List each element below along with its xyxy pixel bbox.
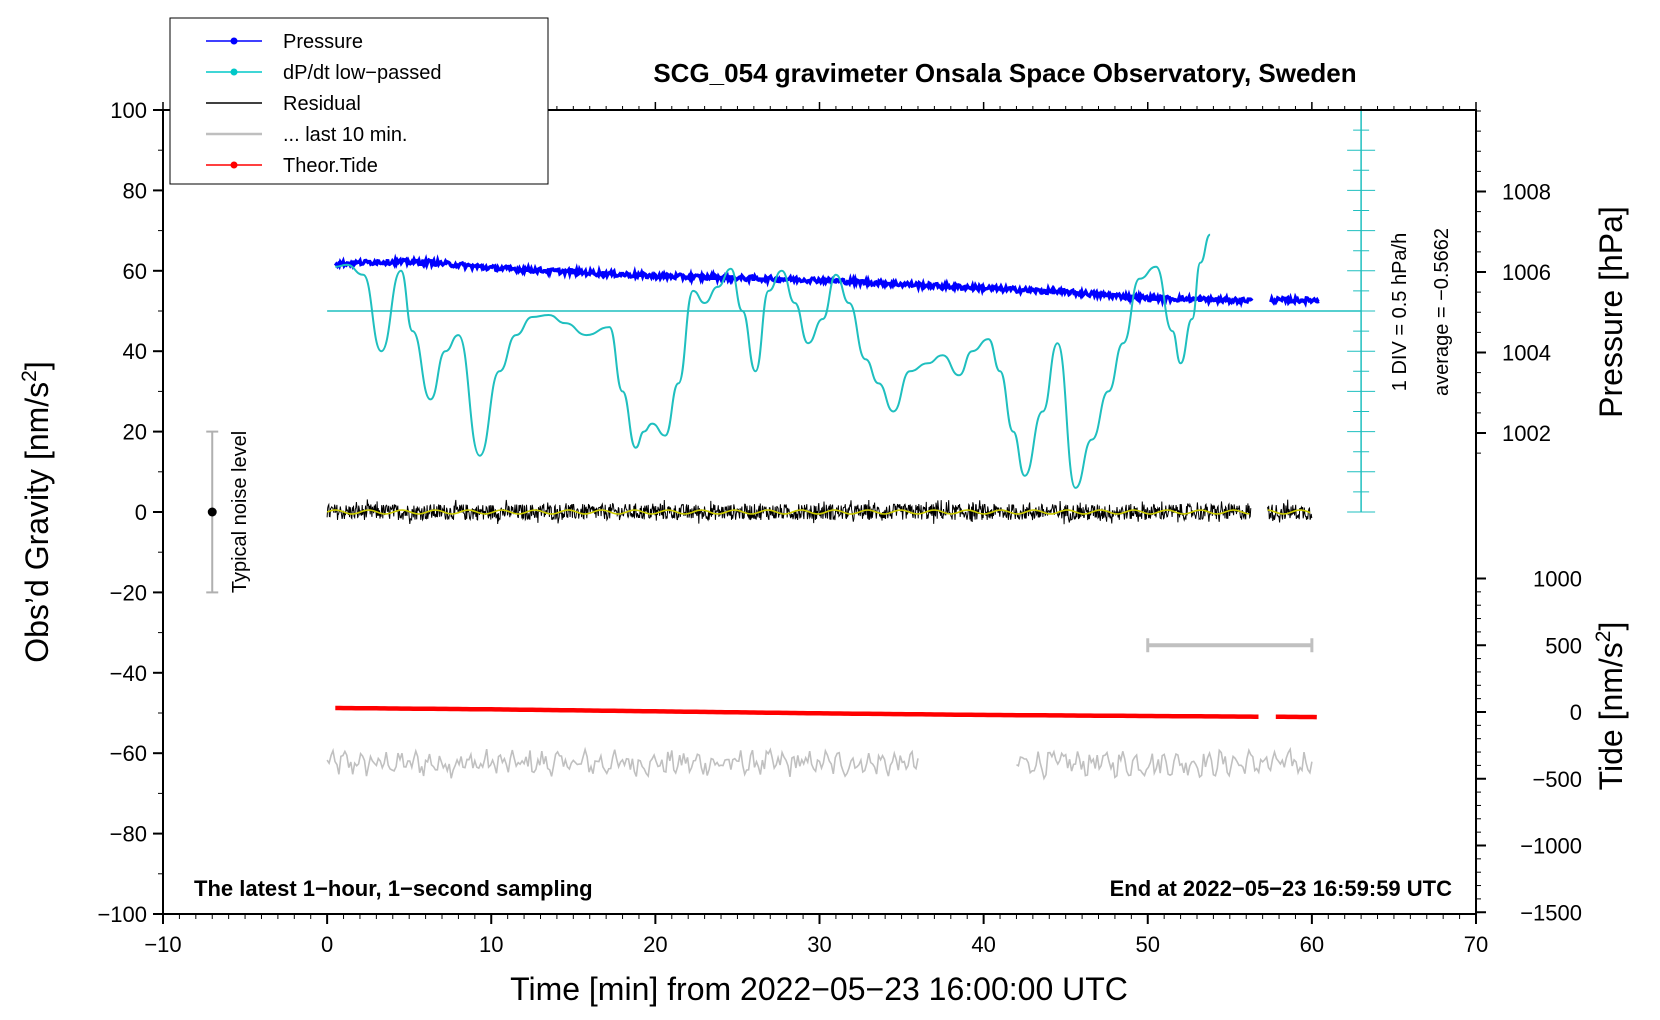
annotation-average: average = −0.5662 (1431, 228, 1453, 396)
y-tick-label: 80 (123, 178, 147, 203)
series-residual (326, 499, 1252, 525)
series-pressure (1269, 292, 1320, 308)
annotation-end-time: End at 2022−05−23 16:59:59 UTC (1110, 876, 1453, 901)
y-tick-label: −60 (110, 741, 147, 766)
y-tick-label: 100 (110, 98, 147, 123)
y-axis-left-title: Obs’d Gravity [nm/s2] (18, 361, 55, 663)
y-tick-label: −20 (110, 580, 147, 605)
legend-label: ... last 10 min. (283, 124, 408, 146)
series-pressure (333, 253, 1254, 309)
x-tick-label: 40 (971, 932, 995, 957)
tide-tick-label: 0 (1570, 700, 1582, 725)
pressure-tick-label: 1008 (1502, 180, 1551, 205)
y-axis-tide-title-sup: 2 (1592, 631, 1615, 643)
y-tick-label: 40 (123, 339, 147, 364)
tide-tick-label: −1500 (1520, 900, 1582, 925)
annotation-sampling: The latest 1−hour, 1−second sampling (194, 876, 593, 901)
y-axis-tide-title-text: Tide [nm/s (1593, 642, 1629, 790)
series-dpdt (335, 233, 1211, 489)
legend-marker (230, 37, 238, 45)
legend-label: Pressure (283, 31, 363, 53)
y-tick-label: 60 (123, 259, 147, 284)
series-last-10-min (326, 746, 919, 779)
pressure-tick-label: 1004 (1502, 341, 1551, 366)
legend-marker (230, 161, 238, 169)
series-residual-smoothed (326, 509, 1250, 515)
y-axis-left: −100 −80 −60 −40 −20 0 20 40 60 80 100 (97, 98, 163, 927)
annotation-div: 1 DIV = 0.5 hPa/h (1389, 233, 1411, 391)
legend-label: Theor.Tide (283, 155, 378, 177)
noise-bar-center (207, 507, 217, 517)
legend-label: Residual (283, 93, 361, 115)
series-last-10-min (1016, 746, 1313, 781)
series-residual-smoothed (1267, 509, 1311, 515)
y-axis-left-title-text: Obs’d Gravity [nm/s (19, 382, 55, 663)
x-tick-label: 60 (1300, 932, 1324, 957)
legend-box (169, 17, 549, 185)
x-axis: −10 0 10 20 30 40 50 60 70 (144, 102, 1488, 957)
y-axis-tide-title-close: ] (1593, 622, 1629, 631)
y-tick-label: −80 (110, 822, 147, 847)
x-tick-label: 20 (643, 932, 667, 957)
y-axis-pressure-title: Pressure [hPa] (1593, 206, 1629, 418)
y-tick-label: −100 (97, 902, 147, 927)
annotation-noise-level: Typical noise level (229, 431, 251, 593)
y-axis-left-title-close: ] (19, 361, 55, 370)
y-tick-label: −40 (110, 661, 147, 686)
y-axis-left-title-sup: 2 (18, 370, 41, 382)
series-theor-tide (335, 705, 1259, 719)
y-axis-pressure: 1002 1004 1006 1008 (1476, 110, 1551, 454)
x-tick-label: −10 (144, 932, 181, 957)
tide-tick-label: −500 (1532, 767, 1582, 792)
y-axis-tide-title: Tide [nm/s2] (1592, 622, 1629, 791)
y-tick-label: 0 (135, 500, 147, 525)
pressure-tick-label: 1006 (1502, 260, 1551, 285)
y-axis-tide: 1000 500 0 −500 −1000 −1500 (1476, 567, 1582, 925)
tide-tick-label: 500 (1545, 633, 1582, 658)
x-tick-label: 10 (479, 932, 503, 957)
legend: Pressure dP/dt low−passed Residual ... last… (169, 17, 549, 185)
x-tick-label: 50 (1136, 932, 1160, 957)
legend-marker (230, 68, 238, 76)
chart-title: SCG_054 gravimeter Onsala Space Observat… (653, 58, 1356, 88)
legend-label: dP/dt low−passed (283, 62, 441, 84)
x-axis-title: Time [min] from 2022−05−23 16:00:00 UTC (510, 971, 1128, 1007)
pressure-tick-label: 1002 (1502, 421, 1551, 446)
x-tick-label: 70 (1464, 932, 1488, 957)
series-residual (1267, 499, 1313, 523)
x-tick-label: 30 (807, 932, 831, 957)
tide-tick-label: 1000 (1533, 567, 1582, 592)
tide-tick-label: −1000 (1520, 834, 1582, 859)
x-tick-label: 0 (321, 932, 333, 957)
legend-entries: Pressure dP/dt low−passed Residual ... last… (206, 31, 441, 177)
series-layer (206, 109, 1376, 781)
y-tick-label: 20 (123, 420, 147, 445)
